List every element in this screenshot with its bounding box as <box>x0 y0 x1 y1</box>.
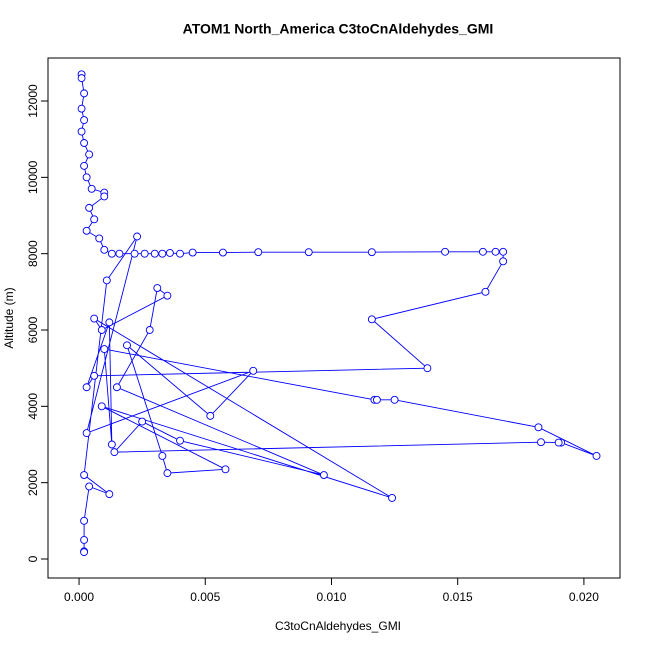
data-point <box>95 234 104 243</box>
x-tick-label: 0.020 <box>569 590 599 604</box>
y-tick-label: 10000 <box>26 160 40 194</box>
data-point <box>218 248 227 257</box>
data-point <box>102 276 111 285</box>
data-point <box>499 247 508 256</box>
chart-title: ATOM1 North_America C3toCnAldehydes_GMI <box>183 21 494 37</box>
data-point <box>206 411 215 420</box>
data-point <box>534 423 543 432</box>
data-point <box>97 326 106 334</box>
data-point <box>423 364 432 373</box>
data-point <box>388 493 397 502</box>
x-tick-label: 0.005 <box>190 590 220 604</box>
data-point <box>304 248 313 257</box>
data-point <box>390 395 399 404</box>
data-point <box>188 248 197 257</box>
data-point <box>82 429 91 437</box>
data-point <box>100 192 109 201</box>
data-point <box>90 314 99 323</box>
data-point <box>80 139 89 147</box>
data-point <box>138 417 147 426</box>
data-point <box>140 249 149 258</box>
data-point <box>367 315 376 324</box>
data-point <box>499 257 508 266</box>
data-point <box>537 438 545 447</box>
data-point <box>130 249 139 258</box>
data-point <box>77 104 86 113</box>
data-point <box>249 366 258 375</box>
data-point <box>319 471 328 479</box>
data-point <box>478 247 487 256</box>
data-point <box>176 436 184 445</box>
data-point <box>80 516 89 525</box>
y-tick-label: 8000 <box>26 240 40 267</box>
data-point <box>153 284 162 292</box>
data-point <box>112 383 121 392</box>
data-point <box>491 247 500 256</box>
data-point <box>82 226 91 235</box>
data-point <box>107 249 116 258</box>
data-point <box>554 438 563 447</box>
data-point <box>165 248 174 257</box>
data-point <box>85 150 94 159</box>
data-point <box>115 249 124 258</box>
y-tick-label: 2000 <box>26 469 40 496</box>
data-point <box>150 249 159 258</box>
data-point <box>80 535 89 544</box>
data-point <box>100 245 109 254</box>
data-point <box>107 440 116 449</box>
data-point <box>90 215 99 224</box>
data-point <box>80 161 89 170</box>
data-point <box>110 448 119 457</box>
y-tick-label: 4000 <box>26 393 40 420</box>
data-point <box>100 345 109 354</box>
data-point <box>145 326 154 334</box>
data-point <box>80 548 89 557</box>
data-point <box>80 116 89 125</box>
x-tick-label: 0.000 <box>64 590 94 604</box>
data-point <box>254 248 263 257</box>
data-point <box>77 74 86 83</box>
data-point <box>163 469 172 478</box>
data-point <box>85 482 94 491</box>
data-point <box>158 249 167 258</box>
data-point <box>176 249 184 258</box>
data-point <box>441 247 450 256</box>
data-point <box>85 203 94 212</box>
data-point <box>80 89 89 98</box>
x-tick-label: 0.015 <box>443 590 473 604</box>
data-point <box>77 127 86 136</box>
data-point <box>90 371 99 380</box>
data-point <box>105 490 114 499</box>
data-point <box>80 471 89 479</box>
x-tick-label: 0.010 <box>316 590 346 604</box>
data-point <box>367 248 376 257</box>
data-point <box>87 184 96 193</box>
data-point <box>481 287 490 296</box>
data-point <box>158 451 167 460</box>
data-point <box>82 383 91 392</box>
data-point <box>82 173 91 182</box>
x-axis-label: C3toCnAldehydes_GMI <box>275 619 401 633</box>
data-point <box>105 318 114 327</box>
data-point <box>97 402 106 411</box>
y-tick-label: 0 <box>26 555 40 562</box>
y-tick-label: 6000 <box>26 316 40 343</box>
data-point <box>133 232 142 241</box>
data-point <box>592 451 601 460</box>
data-point <box>163 291 172 300</box>
y-axis-label: Altitude (m) <box>2 287 16 348</box>
y-tick-label: 12000 <box>26 84 40 118</box>
data-point <box>372 395 381 404</box>
data-point <box>123 341 131 350</box>
data-point <box>221 465 230 474</box>
